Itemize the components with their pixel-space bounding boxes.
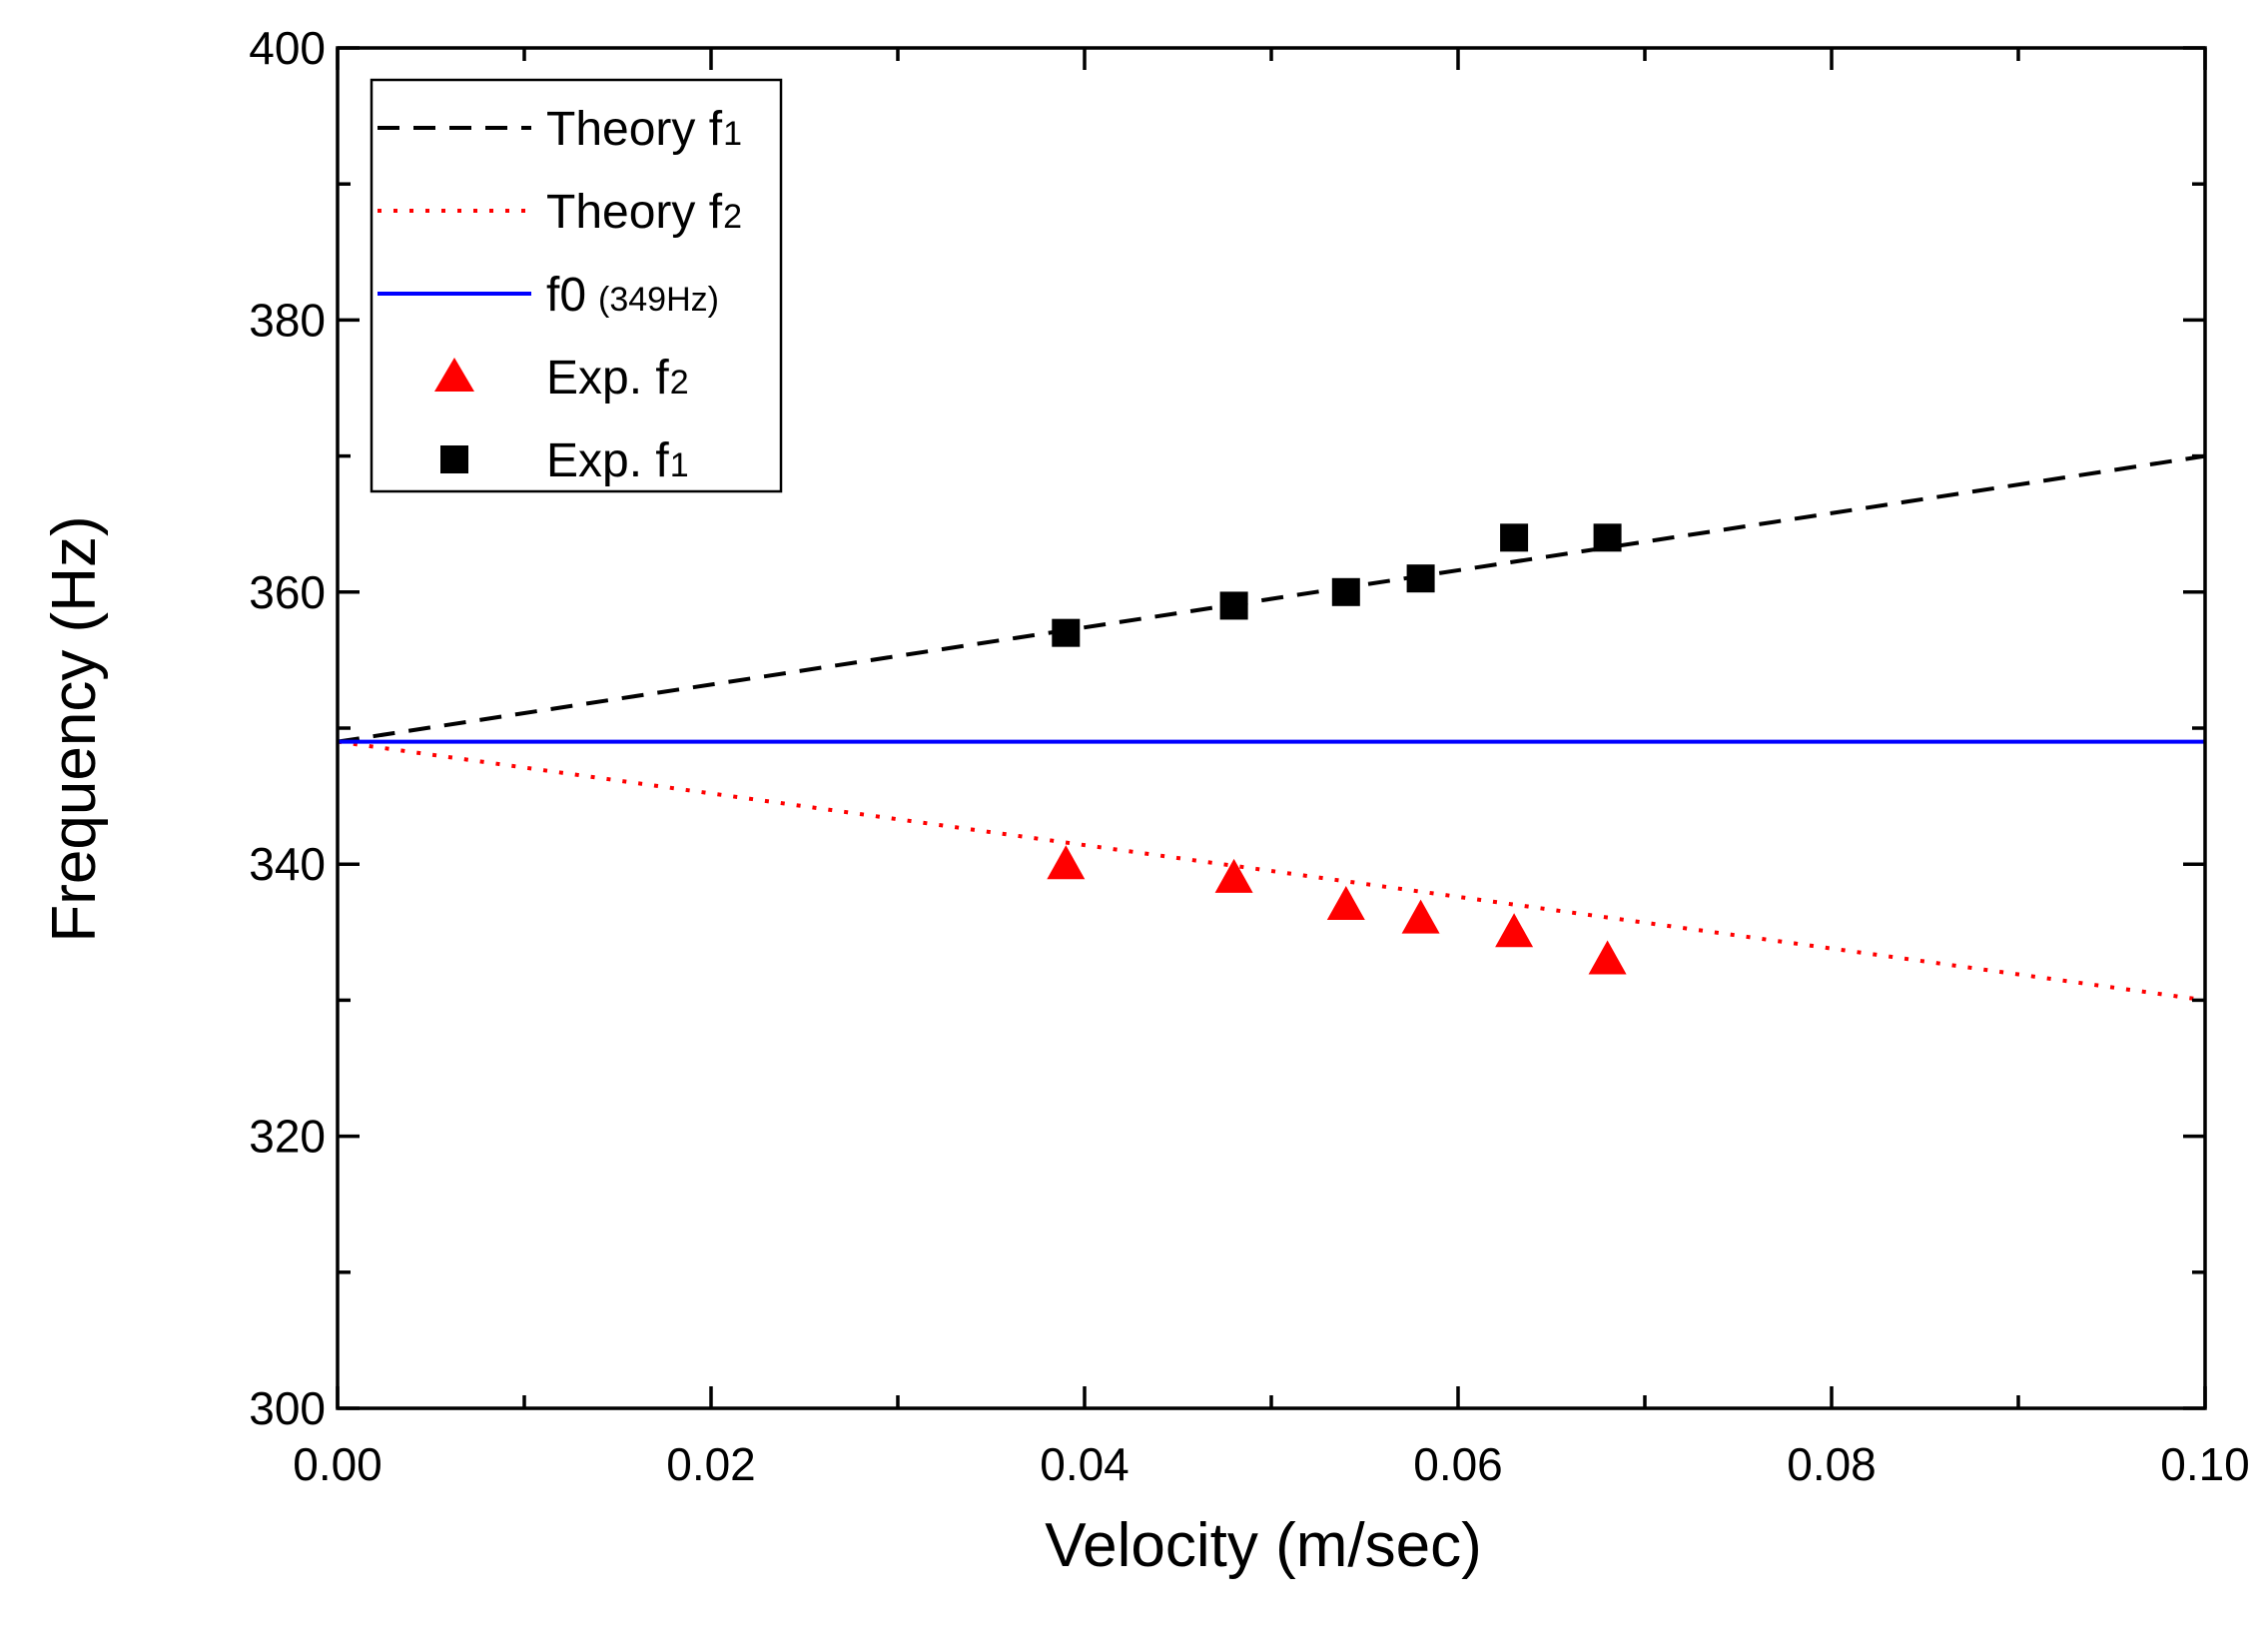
data-point-exp-f1 — [1219, 591, 1248, 620]
y-axis-title: Frequency (Hz) — [40, 515, 109, 942]
data-point-exp-f1 — [1500, 523, 1529, 552]
legend-item-exp-f2-label: Exp. f — [546, 352, 669, 405]
x-tick-label: 0.00 — [293, 1438, 382, 1490]
data-point-exp-f1 — [1052, 618, 1081, 647]
legend-swatch-exp-f2 — [434, 358, 474, 392]
y-tick-label: 380 — [249, 294, 326, 346]
data-point-exp-f1 — [1331, 577, 1360, 606]
x-tick-label: 0.04 — [1040, 1438, 1130, 1490]
x-tick-label: 0.08 — [1787, 1438, 1877, 1490]
data-point-exp-f2 — [1047, 845, 1086, 880]
legend-item-exp-f1-label: Exp. f — [546, 434, 669, 487]
x-tick-label: 0.02 — [666, 1438, 756, 1490]
data-point-exp-f2 — [1401, 899, 1440, 934]
legend-item-theory-f2-label: Theory f — [546, 186, 723, 239]
plot-area — [337, 453, 2206, 1003]
y-tick-label: 300 — [249, 1382, 326, 1434]
data-point-exp-f2 — [1214, 858, 1253, 893]
legend-box — [370, 78, 783, 493]
y-tick-label: 320 — [249, 1111, 326, 1163]
legend-item-f0-349hz-sub: (349Hz) — [598, 281, 719, 319]
legend-item-theory-f1-sub: 1 — [723, 115, 742, 153]
x-tick-label: 0.10 — [2160, 1438, 2250, 1490]
legend-swatch-exp-f1 — [440, 445, 468, 473]
x-tick-label: 0.06 — [1413, 1438, 1503, 1490]
legend-item-exp-f1-sub: 1 — [670, 446, 689, 484]
data-point-exp-f1 — [1406, 564, 1435, 593]
legend-item-theory-f2-sub: 2 — [723, 198, 742, 236]
data-point-exp-f2 — [1326, 886, 1365, 921]
x-axis-title: Velocity (m/sec) — [1045, 1511, 1482, 1580]
y-tick-label: 340 — [249, 838, 326, 890]
legend-item-f0-349hz-label: f0 — [546, 269, 586, 322]
y-tick-label: 400 — [249, 22, 326, 74]
legend-item-exp-f2-sub: 2 — [670, 364, 689, 402]
data-point-exp-f1 — [1593, 523, 1622, 552]
data-point-exp-f2 — [1495, 913, 1534, 948]
legend-item-theory-f1-label: Theory f — [546, 103, 723, 156]
y-tick-label: 360 — [249, 566, 326, 618]
axes: 0.00 0.02 0.04 0.06 0.08 0.10 300 320 340 360 380 4… — [249, 22, 2250, 1490]
series-line-theory-f2 — [337, 739, 2206, 1003]
series-line-theory-f1 — [337, 453, 2206, 744]
data-point-exp-f2 — [1588, 940, 1627, 975]
